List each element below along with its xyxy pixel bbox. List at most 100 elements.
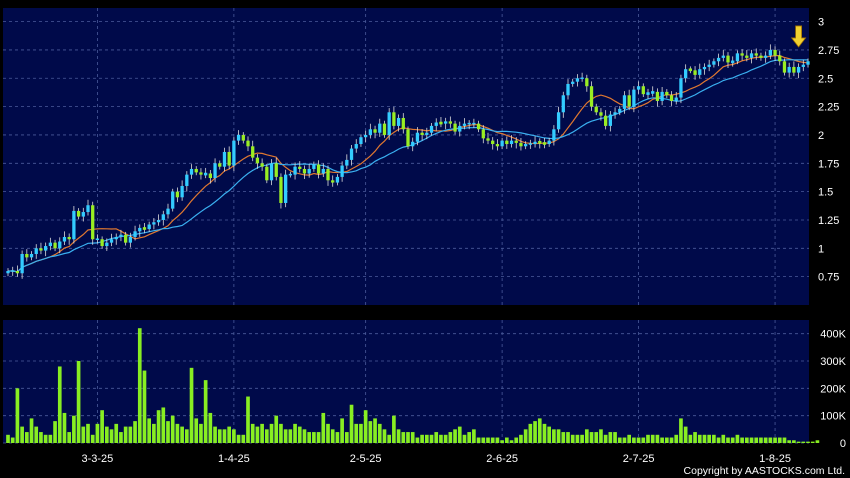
candle-body: [618, 108, 622, 113]
volume-bar: [217, 429, 222, 443]
volume-bar: [377, 423, 382, 443]
candle-body: [161, 214, 165, 220]
volume-bar: [387, 434, 392, 443]
candle-body: [114, 236, 118, 240]
candle-body: [754, 53, 758, 56]
candle-body: [796, 66, 801, 73]
volume-bar: [697, 434, 702, 443]
volume-bar: [627, 434, 632, 443]
volume-bar: [250, 423, 255, 443]
candle-body: [293, 166, 297, 175]
candle-body: [646, 92, 650, 95]
candle-body: [274, 163, 278, 177]
candle-body: [698, 69, 702, 75]
volume-bar: [594, 432, 599, 443]
volume-bar: [307, 432, 312, 443]
volume-bar: [429, 434, 434, 443]
volume-bar: [608, 432, 613, 443]
candle-body: [462, 123, 467, 126]
volume-bar: [787, 440, 792, 443]
volume-bar: [721, 434, 726, 443]
volume-bar: [86, 423, 90, 443]
candle-body: [39, 248, 43, 251]
volume-bar: [95, 423, 100, 443]
volume-bar: [194, 418, 199, 443]
candle-body: [255, 157, 260, 164]
volume-bar: [730, 437, 735, 443]
candle-body: [693, 70, 697, 75]
volume-bar: [632, 437, 636, 443]
candle-body: [651, 91, 655, 94]
volume-bar: [100, 410, 104, 443]
candle-body: [345, 159, 349, 166]
candle-body: [232, 140, 236, 166]
candle-body: [627, 95, 631, 107]
volume-bar: [410, 432, 415, 443]
candle-body: [519, 142, 523, 147]
candle-body: [260, 163, 264, 167]
volume-bar: [396, 429, 401, 443]
candle-body: [604, 115, 608, 126]
candle-body: [401, 117, 405, 130]
volume-tick-label: 400K: [820, 329, 846, 341]
candle-body: [316, 164, 321, 174]
candle-body: [542, 142, 547, 145]
candle-body: [382, 123, 387, 135]
x-tick-label: 2-5-25: [350, 453, 382, 465]
candle-body: [109, 239, 114, 243]
candle-body: [194, 168, 198, 173]
candle-body: [105, 242, 109, 247]
candle-body: [505, 140, 509, 145]
volume-bar: [707, 434, 712, 443]
volume-bar: [580, 434, 584, 443]
volume-bar: [712, 434, 716, 443]
candle-body: [86, 205, 90, 213]
volume-bar: [552, 429, 556, 443]
candle-body: [556, 112, 561, 130]
x-tick-label: 3-3-25: [82, 453, 114, 465]
candle-body: [476, 123, 481, 130]
volume-bar: [617, 437, 622, 443]
volume-tick-label: 0: [840, 438, 846, 450]
volume-bar: [39, 432, 43, 443]
price-tick-label: 0.75: [818, 272, 839, 284]
candle-body: [81, 212, 85, 217]
volume-bar: [128, 426, 133, 443]
candle-body: [702, 66, 707, 70]
candle-body: [599, 112, 603, 116]
candle-body: [218, 163, 222, 167]
candle-body: [716, 57, 721, 62]
volume-bar: [57, 366, 62, 443]
candle-body: [246, 140, 250, 147]
volume-bar: [528, 423, 533, 443]
candle-body: [486, 138, 490, 141]
candle-body: [608, 114, 612, 126]
candle-body: [425, 132, 429, 135]
candle-body: [236, 134, 241, 141]
candle-body: [156, 219, 161, 223]
volume-bar: [420, 434, 424, 443]
candle-body: [458, 125, 462, 132]
volume-bar: [679, 418, 683, 443]
candle-body: [302, 168, 307, 174]
candle-body: [547, 140, 551, 145]
candle-body: [561, 95, 565, 113]
volume-bar: [354, 423, 359, 443]
volume-bar: [650, 434, 655, 443]
candle-body: [575, 78, 580, 82]
candle-body: [491, 140, 495, 145]
volume-bar: [570, 434, 575, 443]
candle-body: [124, 234, 128, 243]
candle-body: [641, 86, 645, 95]
volume-bar: [246, 396, 250, 443]
volume-bar: [415, 437, 420, 443]
volume-bar: [754, 437, 759, 443]
volume-bar: [321, 412, 326, 443]
volume-bar: [241, 434, 246, 443]
candle-body: [749, 53, 754, 58]
candle-body: [429, 125, 434, 133]
copyright-text: Copyright by AASTOCKS.com Ltd.: [684, 465, 845, 477]
candle-body: [566, 83, 570, 96]
candle-body: [481, 129, 485, 139]
volume-bar: [180, 426, 184, 443]
